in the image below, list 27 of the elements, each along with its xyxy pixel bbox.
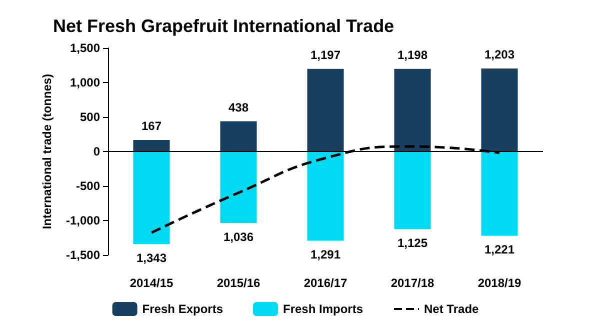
- chart-title: Net Fresh Grapefruit International Trade: [53, 16, 394, 36]
- y-tick-label: -1,000: [66, 214, 100, 228]
- data-label: 1,291: [310, 248, 341, 262]
- y-tick-label: 1,500: [70, 41, 100, 55]
- x-tick-label: 2017/18: [390, 276, 435, 290]
- data-label: 438: [228, 100, 249, 114]
- data-label: 1,036: [223, 230, 254, 244]
- x-tick-label: 2018/19: [478, 276, 522, 290]
- y-axis-title: International trade (tonnes): [40, 74, 54, 230]
- y-tick-label: -1,500: [66, 248, 100, 262]
- data-label: 1,125: [397, 236, 428, 250]
- y-tick-label: 0: [93, 144, 100, 158]
- y-tick-label: -500: [76, 179, 100, 193]
- data-label: 167: [141, 118, 162, 133]
- data-label: 1,197: [310, 48, 341, 62]
- data-label: 1,203: [484, 47, 515, 62]
- data-label: 1,221: [484, 242, 515, 257]
- y-tick-label: 500: [80, 110, 100, 124]
- legend-label: Net Trade: [424, 302, 480, 316]
- data-label: 1,198: [397, 48, 428, 62]
- y-tick-label: 1,000: [70, 76, 100, 90]
- x-tick-label: 2016/17: [304, 276, 348, 290]
- data-label: 1,343: [136, 251, 167, 266]
- legend-label: Fresh Exports: [142, 302, 224, 316]
- x-tick-label: 2015/16: [216, 276, 261, 290]
- x-tick-label: 2014/15: [130, 276, 174, 290]
- legend-label: Fresh Imports: [282, 302, 364, 316]
